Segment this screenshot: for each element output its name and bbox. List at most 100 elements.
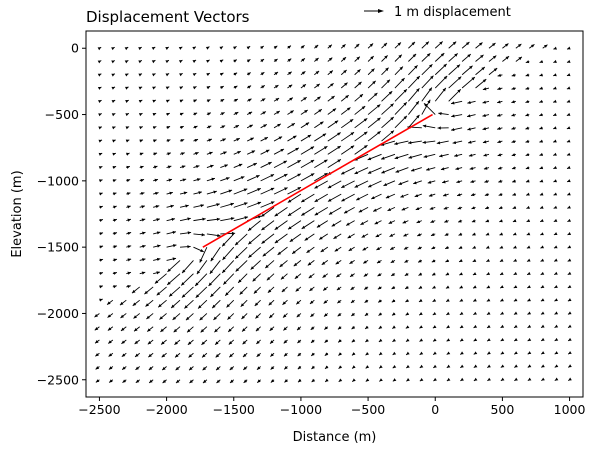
vector-arrowhead xyxy=(432,325,437,329)
vector-arrowhead xyxy=(554,351,559,355)
vector-arrowhead xyxy=(252,278,257,282)
vector-arrowhead xyxy=(539,99,543,103)
vector-arrowhead xyxy=(270,201,275,205)
vector-arrowhead xyxy=(195,152,199,156)
vector-arrowhead xyxy=(310,326,315,330)
vector-arrowhead xyxy=(200,329,205,333)
vector-arrowhead xyxy=(365,378,370,382)
vector-arrowhead xyxy=(512,205,517,209)
vector-arrowhead xyxy=(540,285,545,288)
vector-arrowhead xyxy=(499,219,503,223)
vector-arrowhead xyxy=(567,165,571,169)
vector-arrowhead xyxy=(344,210,348,214)
vector-arrowhead xyxy=(457,76,462,80)
y-axis: 0 −500 −1000 −1500 −2000 −2500 xyxy=(37,41,86,387)
vector-arrowhead xyxy=(187,341,192,345)
vector-arrowhead xyxy=(284,187,288,191)
vector-arrowhead xyxy=(219,72,224,76)
vector-arrowhead xyxy=(262,111,266,115)
vector-arrowhead xyxy=(424,103,428,107)
vector-arrowhead xyxy=(324,339,329,343)
vector-arrowhead xyxy=(225,177,230,181)
vector-arrowhead xyxy=(527,298,531,302)
vector-arrowhead xyxy=(418,259,422,263)
vector-arrowhead xyxy=(158,303,162,308)
vector-arrowhead xyxy=(108,366,113,370)
vector-arrowhead xyxy=(251,150,256,154)
vector-arrowhead xyxy=(388,220,393,224)
vector-arrowhead xyxy=(365,325,369,329)
vector-arrowhead xyxy=(155,191,159,195)
vector-arrowhead xyxy=(244,216,248,220)
vector-arrowhead xyxy=(156,291,161,296)
vector-arrowhead xyxy=(296,300,300,305)
vector-arrowhead xyxy=(122,366,126,370)
vector-arrowhead xyxy=(237,151,241,155)
vector-arrowhead xyxy=(277,251,282,255)
vector-arrowhead xyxy=(473,351,478,355)
vector-arrowhead xyxy=(460,364,464,368)
vector-arrowhead xyxy=(513,232,517,236)
vector-arrowhead xyxy=(283,314,287,318)
vector-arrowhead xyxy=(430,75,434,80)
vector-arrowhead xyxy=(388,91,393,95)
vector-arrowhead xyxy=(195,294,200,298)
vector-arrowhead xyxy=(400,194,404,198)
vector-arrowhead xyxy=(279,263,284,267)
vector-arrowhead xyxy=(360,221,365,225)
vector-arrowhead xyxy=(567,232,572,235)
vector-arrowhead xyxy=(145,303,149,307)
vector-arrowhead xyxy=(390,103,394,107)
vector-arrowhead xyxy=(539,86,543,90)
vector-arrowhead xyxy=(98,126,102,130)
vector-arrowhead xyxy=(500,351,505,355)
vector-arrowhead xyxy=(473,324,478,328)
vector-arrowhead xyxy=(264,137,268,141)
vector-arrowhead xyxy=(206,73,210,77)
vector-arrowhead xyxy=(320,248,325,253)
vector-arrowhead xyxy=(217,233,221,238)
vector-arrowhead xyxy=(498,179,502,183)
vector-arrowhead xyxy=(135,353,139,357)
vector-arrowhead xyxy=(240,176,245,180)
vector-arrowhead xyxy=(274,213,279,217)
vector-arrowhead xyxy=(319,121,324,125)
vector-arrowhead xyxy=(439,41,443,45)
vector-arrowhead xyxy=(141,218,146,222)
vector-arrowhead xyxy=(418,272,423,276)
vector-arrowhead xyxy=(484,192,489,196)
vector-arrowhead xyxy=(383,42,387,47)
vector-arrowhead xyxy=(202,354,206,358)
vector-arrowhead xyxy=(126,179,131,183)
vector-arrowhead xyxy=(154,178,159,182)
vector-arrowhead xyxy=(95,340,99,344)
vector-arrowhead xyxy=(348,247,353,251)
vector-arrowhead xyxy=(329,70,333,74)
vector-arrowhead xyxy=(362,247,367,251)
vector-arrowhead xyxy=(325,378,329,382)
vector-arrowhead xyxy=(291,123,295,127)
vector-arrowhead xyxy=(566,86,571,90)
vector-arrowhead xyxy=(242,328,246,332)
vector-arrowhead xyxy=(338,339,342,343)
vector-arrowhead xyxy=(292,135,297,139)
vector-arrowhead xyxy=(311,339,315,343)
vector-arrowhead xyxy=(167,165,172,169)
vector-arrowhead xyxy=(553,179,558,183)
vector-arrowhead xyxy=(337,159,341,163)
vector-arrowhead xyxy=(511,86,516,90)
vector-arrowhead xyxy=(152,126,157,130)
vector-arrowhead xyxy=(315,70,320,75)
vector-arrowhead xyxy=(525,86,530,90)
vector-arrowhead xyxy=(566,99,571,103)
vector-arrowhead xyxy=(459,259,463,262)
vector-arrowhead xyxy=(148,366,153,370)
vector-arrowhead xyxy=(432,311,437,315)
vector-arrowhead xyxy=(389,233,394,237)
vector-arrowhead xyxy=(314,212,319,216)
vector-arrowhead xyxy=(255,315,259,319)
vector-arrowhead xyxy=(390,116,394,121)
vector-arrowhead xyxy=(179,73,183,77)
vector-arrowhead xyxy=(356,56,360,61)
vector-arrowhead xyxy=(248,111,253,115)
